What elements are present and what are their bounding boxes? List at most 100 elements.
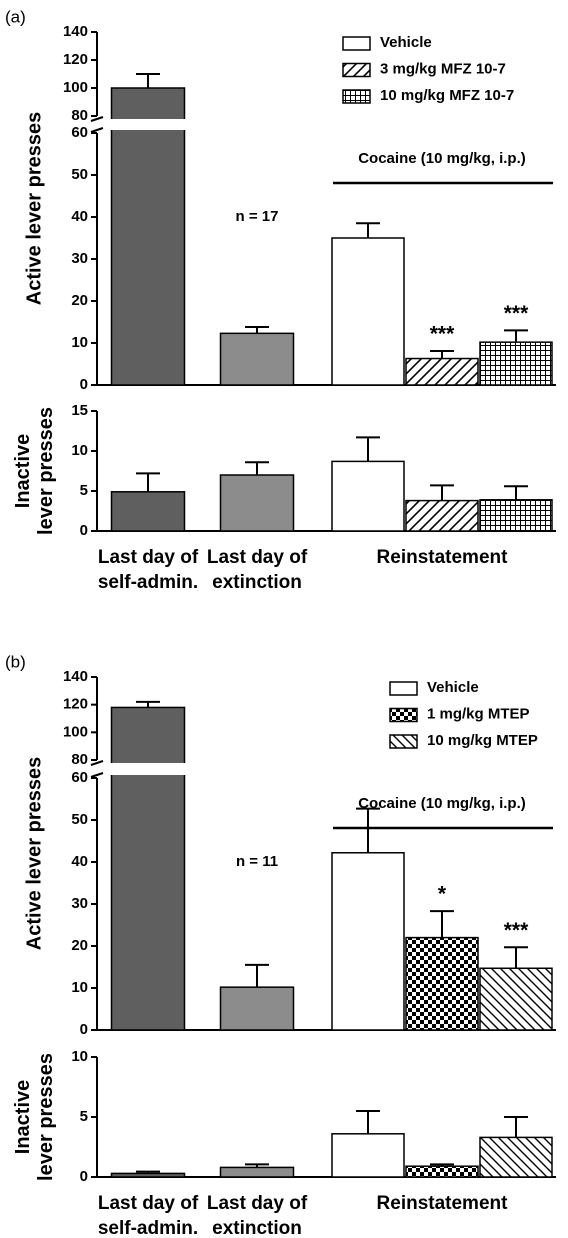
error-bar xyxy=(430,349,454,359)
bar xyxy=(110,706,186,1031)
bar xyxy=(331,460,405,532)
error-bar xyxy=(136,472,160,492)
x-tick-label: Reinstatement xyxy=(376,547,508,568)
y-tick-label: 0 xyxy=(80,1021,88,1038)
y-tick-label: 100 xyxy=(63,79,88,96)
error-bar xyxy=(430,910,454,938)
x-tick-label: Last day of extinction xyxy=(206,1193,308,1238)
x-tick-label: Last day of self-admin. xyxy=(97,1193,199,1238)
bar xyxy=(331,237,405,386)
legend-swatch xyxy=(342,89,371,104)
legend-swatch xyxy=(389,734,418,749)
panel-label: (a) xyxy=(5,7,26,26)
y-tick-label: 60 xyxy=(71,124,88,141)
bracket-label: Cocaine (10 mg/kg, i.p.) xyxy=(358,795,526,812)
y-tick-label: 120 xyxy=(63,51,88,68)
bar xyxy=(331,1133,405,1178)
y-tick-label: 20 xyxy=(71,937,88,954)
significance: *** xyxy=(504,919,529,942)
legend-swatch xyxy=(342,62,371,78)
significance: *** xyxy=(430,323,455,346)
legend-label: Vehicle xyxy=(380,34,432,51)
error-bar xyxy=(245,1163,269,1168)
error-bar xyxy=(504,946,528,969)
y-axis-label: Inactive xyxy=(12,434,34,508)
x-tick-label: Reinstatement xyxy=(376,1193,508,1214)
y-tick-label: 140 xyxy=(63,23,88,40)
bar xyxy=(405,1165,479,1178)
legend-label: 10 mg/kg MTEP xyxy=(427,732,538,749)
significance: *** xyxy=(504,302,529,325)
y-tick-label: 5 xyxy=(80,482,88,499)
y-tick-label: 80 xyxy=(71,751,88,768)
y-tick-label: 120 xyxy=(63,696,88,713)
legend-swatch xyxy=(389,707,418,723)
y-tick-label: 50 xyxy=(71,811,88,828)
y-tick-label: 0 xyxy=(80,1168,88,1185)
error-bar xyxy=(356,807,380,853)
axis-break-gap xyxy=(87,119,556,130)
y-tick-label: 30 xyxy=(71,250,88,267)
y-tick-label: 140 xyxy=(63,668,88,685)
bar xyxy=(405,357,479,386)
y-tick-label: 0 xyxy=(80,522,88,539)
y-tick-label: 15 xyxy=(71,402,88,419)
y-tick-label: 50 xyxy=(71,166,88,183)
y-tick-label: 30 xyxy=(71,895,88,912)
error-bar xyxy=(356,222,380,238)
bar xyxy=(110,1172,186,1178)
error-bar xyxy=(430,484,454,501)
error-bar xyxy=(245,963,269,988)
axis-break-mark xyxy=(90,116,104,133)
bar xyxy=(219,986,295,1031)
error-bar xyxy=(245,326,269,334)
y-tick-label: 20 xyxy=(71,292,88,309)
legend-swatch xyxy=(389,681,418,696)
y-tick-label: 100 xyxy=(63,723,88,740)
annotation: n = 11 xyxy=(236,853,278,870)
bar xyxy=(479,499,553,532)
y-tick-label: 40 xyxy=(71,853,88,870)
legend-label: 10 mg/kg MFZ 10-7 xyxy=(380,87,514,104)
bar xyxy=(110,491,186,532)
bar xyxy=(219,332,295,386)
y-tick-label: 0 xyxy=(80,376,88,393)
bar xyxy=(479,967,553,1031)
error-bar xyxy=(136,73,160,88)
y-tick-label: 10 xyxy=(71,442,88,459)
y-tick-label: 60 xyxy=(71,769,88,786)
panel-label: (b) xyxy=(5,652,26,671)
legend-label: Vehicle xyxy=(427,679,479,696)
y-tick-label: 10 xyxy=(71,334,88,351)
bar xyxy=(219,474,295,532)
legend-label: 3 mg/kg MFZ 10-7 xyxy=(380,60,506,77)
error-bar xyxy=(245,461,269,475)
bar xyxy=(331,852,405,1031)
y-tick-label: 40 xyxy=(71,208,88,225)
x-tick-label: Last day of extinction xyxy=(206,547,308,593)
y-tick-label: 10 xyxy=(71,979,88,996)
y-tick-label: 10 xyxy=(71,1048,88,1065)
y-axis-label: Active lever presses xyxy=(23,757,45,950)
bar xyxy=(405,499,479,532)
bar xyxy=(479,341,553,386)
bar xyxy=(479,1136,553,1178)
y-tick-label: 80 xyxy=(71,107,88,124)
bar xyxy=(405,936,479,1031)
y-axis-label: Active lever presses xyxy=(23,112,45,305)
y-axis-label: lever presses xyxy=(35,407,57,535)
y-axis-label: Inactive xyxy=(12,1080,34,1154)
error-bar xyxy=(504,1116,528,1138)
legend-swatch xyxy=(342,36,371,51)
bracket-label: Cocaine (10 mg/kg, i.p.) xyxy=(358,150,526,167)
error-bar xyxy=(504,485,528,500)
axis-break-mark xyxy=(90,760,104,778)
error-bar xyxy=(136,1170,160,1174)
error-bar xyxy=(356,1110,380,1134)
y-axis-label: lever presses xyxy=(35,1053,57,1181)
axis-break-gap xyxy=(87,763,556,775)
legend-label: 1 mg/kg MTEP xyxy=(427,705,530,722)
error-bar xyxy=(136,700,160,708)
